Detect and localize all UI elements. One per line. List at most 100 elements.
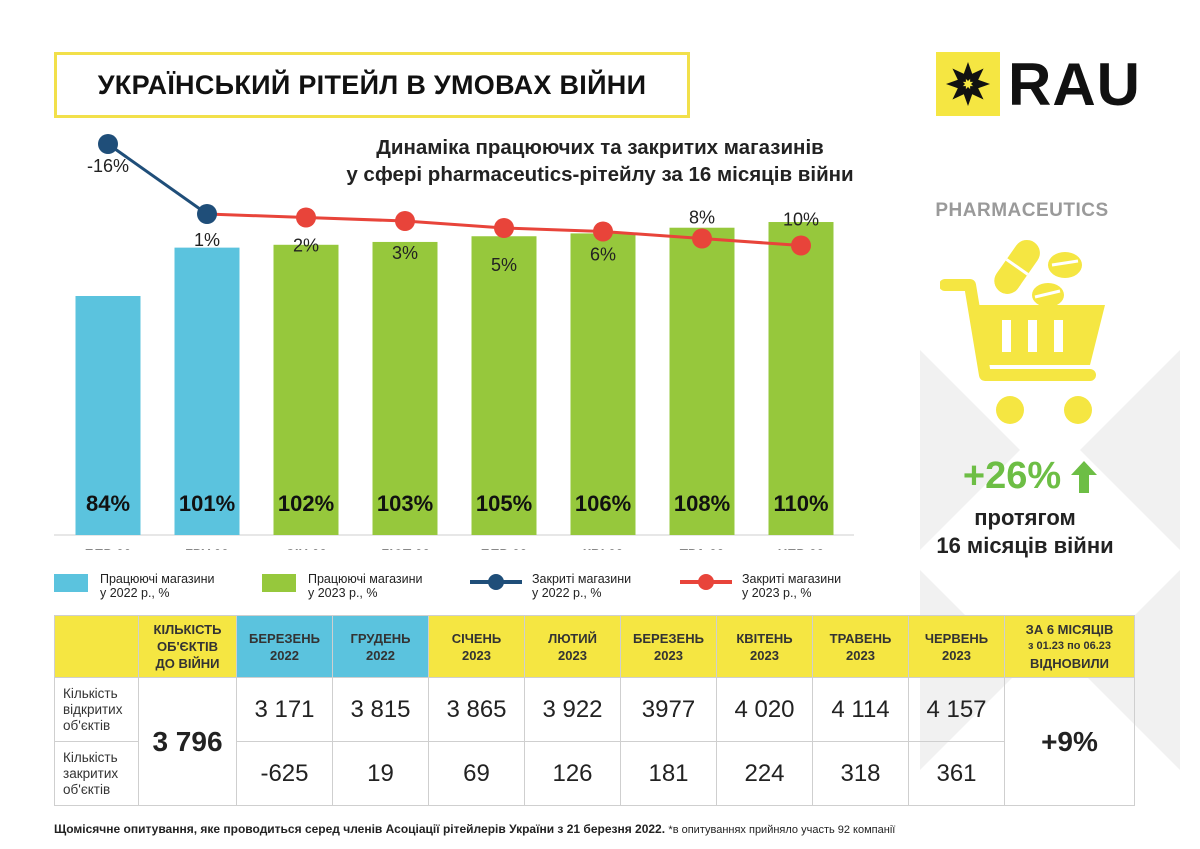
growth-indicator: +26%: [930, 455, 1130, 498]
segment-label: PHARMACEUTICS: [935, 200, 1109, 221]
logo-text: RAU: [1008, 50, 1141, 118]
arrow-up-icon: [1071, 460, 1098, 493]
page-title: УКРАЇНСЬКИЙ РІТЕЙЛ В УМОВАХ ВІЙНИ: [54, 52, 690, 118]
footnote: Щомісячне опитування, яке проводиться се…: [54, 822, 895, 836]
row-label-closed: Кількість закритих об'єктів: [54, 741, 139, 806]
recovered-value: +9%: [1004, 677, 1135, 806]
row-label-open: Кількість відкритих об'єктів: [54, 677, 139, 742]
table-cell: 3 865: [428, 677, 525, 742]
table-header-month: ГРУДЕНЬ 2022: [332, 615, 429, 678]
closed-point-label: 8%: [689, 208, 715, 228]
rau-logo: RAU: [936, 50, 1150, 118]
closed-point: [692, 228, 712, 249]
table-header-row: КІЛЬКІСТЬ ОБ'ЄКТІВ ДО ВІЙНИ БЕРЕЗЕНЬ 2022 Г…: [54, 615, 1135, 678]
x-tick-label: ГРУ 22: [185, 547, 229, 550]
bar-value-label: 108%: [674, 491, 730, 516]
chart-title: Динаміка працюючих та закритих магазинів…: [280, 134, 920, 188]
legend-text: у 2022 р., %: [532, 586, 602, 600]
footnote-small: *в опитуваннях прийняло участь 92 компан…: [668, 824, 896, 836]
x-tick-label: БЕР 22: [85, 547, 131, 550]
closed-point: [197, 204, 217, 224]
table-cell: 224: [716, 741, 813, 806]
table-header-month: ЛЮТИЙ 2023: [524, 615, 621, 678]
table-header-prewar: КІЛЬКІСТЬ ОБ'ЄКТІВ ДО ВІЙНИ: [138, 615, 237, 678]
closed-point: [791, 235, 811, 256]
bar: [768, 222, 834, 535]
bar: [273, 244, 339, 535]
table-cell: 3 171: [236, 677, 333, 742]
prewar-total: 3 796: [138, 677, 237, 806]
growth-desc-line2: 16 місяців війни: [936, 533, 1114, 558]
x-tick-label: СІЧ 23: [285, 547, 327, 550]
table-cell: 3977: [620, 677, 717, 742]
table-cell: 126: [524, 741, 621, 806]
bar: [570, 233, 636, 535]
bar-value-label: 102%: [278, 491, 334, 516]
shopping-cart-pills-icon: [940, 239, 1105, 424]
growth-desc-line1: протягом: [974, 505, 1076, 530]
table-header-month: ЧЕРВЕНЬ 2023: [908, 615, 1005, 678]
closed-point-label: -16%: [87, 156, 129, 176]
bar-value-label: 105%: [476, 491, 532, 516]
closed-point: [593, 221, 613, 242]
x-tick-label: ЧЕР 23: [778, 547, 825, 550]
growth-value: +26%: [962, 455, 1062, 497]
legend-item-closed-2022: Закриті магазини у 2022 р., %: [470, 572, 631, 600]
legend-text: у 2022 р., %: [100, 586, 170, 600]
closed-point: [395, 211, 415, 231]
table-header-empty: [54, 615, 139, 678]
table-cell: 361: [908, 741, 1005, 806]
table-header-recovered: ЗА 6 МІСЯЦІВ з 01.23 по 06.23 ВІДНОВИЛИ: [1004, 615, 1135, 678]
stores-table: КІЛЬКІСТЬ ОБ'ЄКТІВ ДО ВІЙНИ БЕРЕЗЕНЬ 2022 Г…: [54, 615, 1135, 806]
legend-text: у 2023 р., %: [308, 586, 378, 600]
closed-point-label: 10%: [783, 210, 819, 230]
table-cell: 4 020: [716, 677, 813, 742]
bar: [372, 241, 438, 535]
closed-point: [494, 218, 514, 238]
x-tick-label: ЛЮТ 23: [380, 547, 431, 550]
table-cell: -625: [236, 741, 333, 806]
legend-item-working-2022: Працюючі магазини у 2022 р., %: [54, 572, 215, 600]
table-cell: 181: [620, 741, 717, 806]
legend-swatch-line-2022: [470, 574, 522, 590]
table-header-month: СІЧЕНЬ 2023: [428, 615, 525, 678]
table-cell: 69: [428, 741, 525, 806]
table-cell: 3 815: [332, 677, 429, 742]
closed-point-label: 5%: [491, 255, 517, 275]
legend-text: Працюючі магазини: [308, 572, 423, 586]
legend-swatch-bar-2022: [54, 574, 88, 592]
bar: [471, 236, 537, 535]
bar-value-label: 84%: [86, 491, 130, 516]
closed-point-label: 2%: [293, 236, 319, 256]
footnote-main: Щомісячне опитування, яке проводиться се…: [54, 822, 666, 836]
table-cell: 4 114: [812, 677, 909, 742]
legend-text: у 2023 р., %: [742, 586, 812, 600]
x-tick-label: ТРА 23: [680, 547, 725, 550]
bar-value-label: 110%: [773, 491, 828, 516]
table-cell: 318: [812, 741, 909, 806]
star-ornament-icon: [936, 52, 1000, 116]
legend-text: Закриті магазини: [742, 572, 842, 586]
legend-swatch-line-2023: [680, 574, 732, 590]
legend-text: Закриті магазини: [532, 572, 632, 586]
table-cell: 3 922: [524, 677, 621, 742]
bar-value-label: 106%: [575, 491, 631, 516]
bar-value-label: 103%: [377, 491, 433, 516]
legend-swatch-bar-2023: [262, 574, 296, 592]
closed-point: [296, 207, 316, 228]
table-header-month: БЕРЕЗЕНЬ 2023: [620, 615, 717, 678]
table-cell: 19: [332, 741, 429, 806]
chart-title-line1: Динаміка працюючих та закритих магазинів: [376, 136, 824, 159]
legend-text: Працюючі магазини: [100, 572, 215, 586]
closed-point-label: 6%: [590, 245, 616, 265]
bar: [174, 247, 240, 535]
chart: 84% БЕР 22 101% ГРУ 22 102% СІЧ 23 103% ЛЮТ 23 1…: [54, 134, 854, 550]
legend-item-closed-2023: Закриті магазини у 2023 р., %: [680, 572, 841, 600]
x-tick-label: КВІ 23: [583, 547, 624, 550]
growth-description: протягом 16 місяців війни: [910, 504, 1140, 560]
table-cell: 4 157: [908, 677, 1005, 742]
closed-point: [98, 134, 118, 154]
closed-point-label: 3%: [392, 243, 418, 263]
closed-point-label: 1%: [194, 230, 220, 250]
table-row-closed: Кількість закритих об'єктів -625 19 69 126…: [54, 741, 1135, 806]
